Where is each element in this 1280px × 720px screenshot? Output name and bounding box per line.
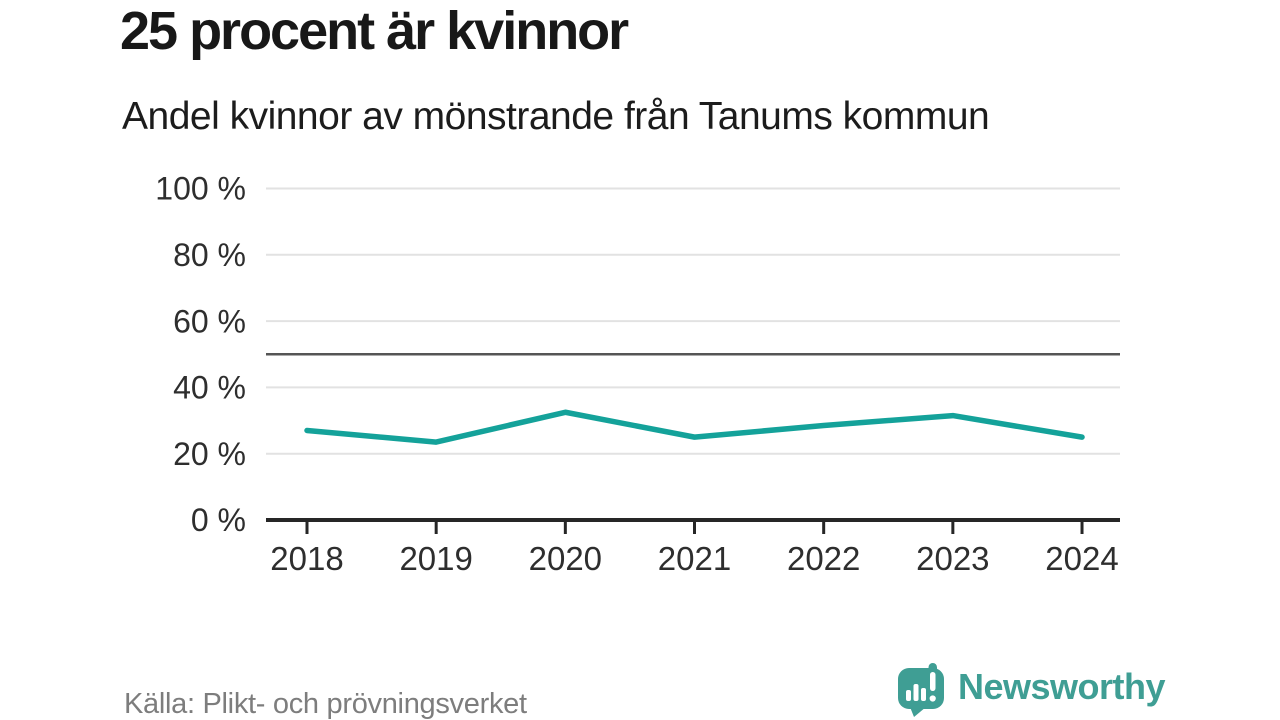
brand-name: Newsworthy [958, 666, 1166, 707]
data-line-andel-kvinnor [304, 409, 1085, 445]
y-axis-label: 60 % [173, 303, 246, 339]
x-axis-label: 2023 [916, 540, 989, 577]
y-axis-label: 20 % [173, 436, 246, 472]
chart-subtitle: Andel kvinnor av mönstrande från Tanums … [122, 95, 990, 138]
y-axis-label: 40 % [173, 370, 246, 406]
x-axis-label: 2020 [529, 540, 602, 577]
y-axis-label: 100 % [155, 171, 246, 207]
x-axis-label: 2018 [270, 540, 343, 577]
y-axis-label: 0 % [191, 502, 246, 538]
x-axis-label: 2022 [787, 540, 860, 577]
x-axis-label: 2021 [658, 540, 731, 577]
x-axis-label: 2024 [1045, 540, 1118, 577]
chart-title: 25 procent är kvinnor [120, 1, 629, 61]
newsworthy-icon [898, 663, 944, 717]
brand-logo: Newsworthy [897, 663, 1166, 717]
y-axis-label: 80 % [173, 237, 246, 273]
x-axis-label: 2019 [399, 540, 472, 577]
source-note: Källa: Plikt- och prövningsverket [124, 688, 527, 720]
